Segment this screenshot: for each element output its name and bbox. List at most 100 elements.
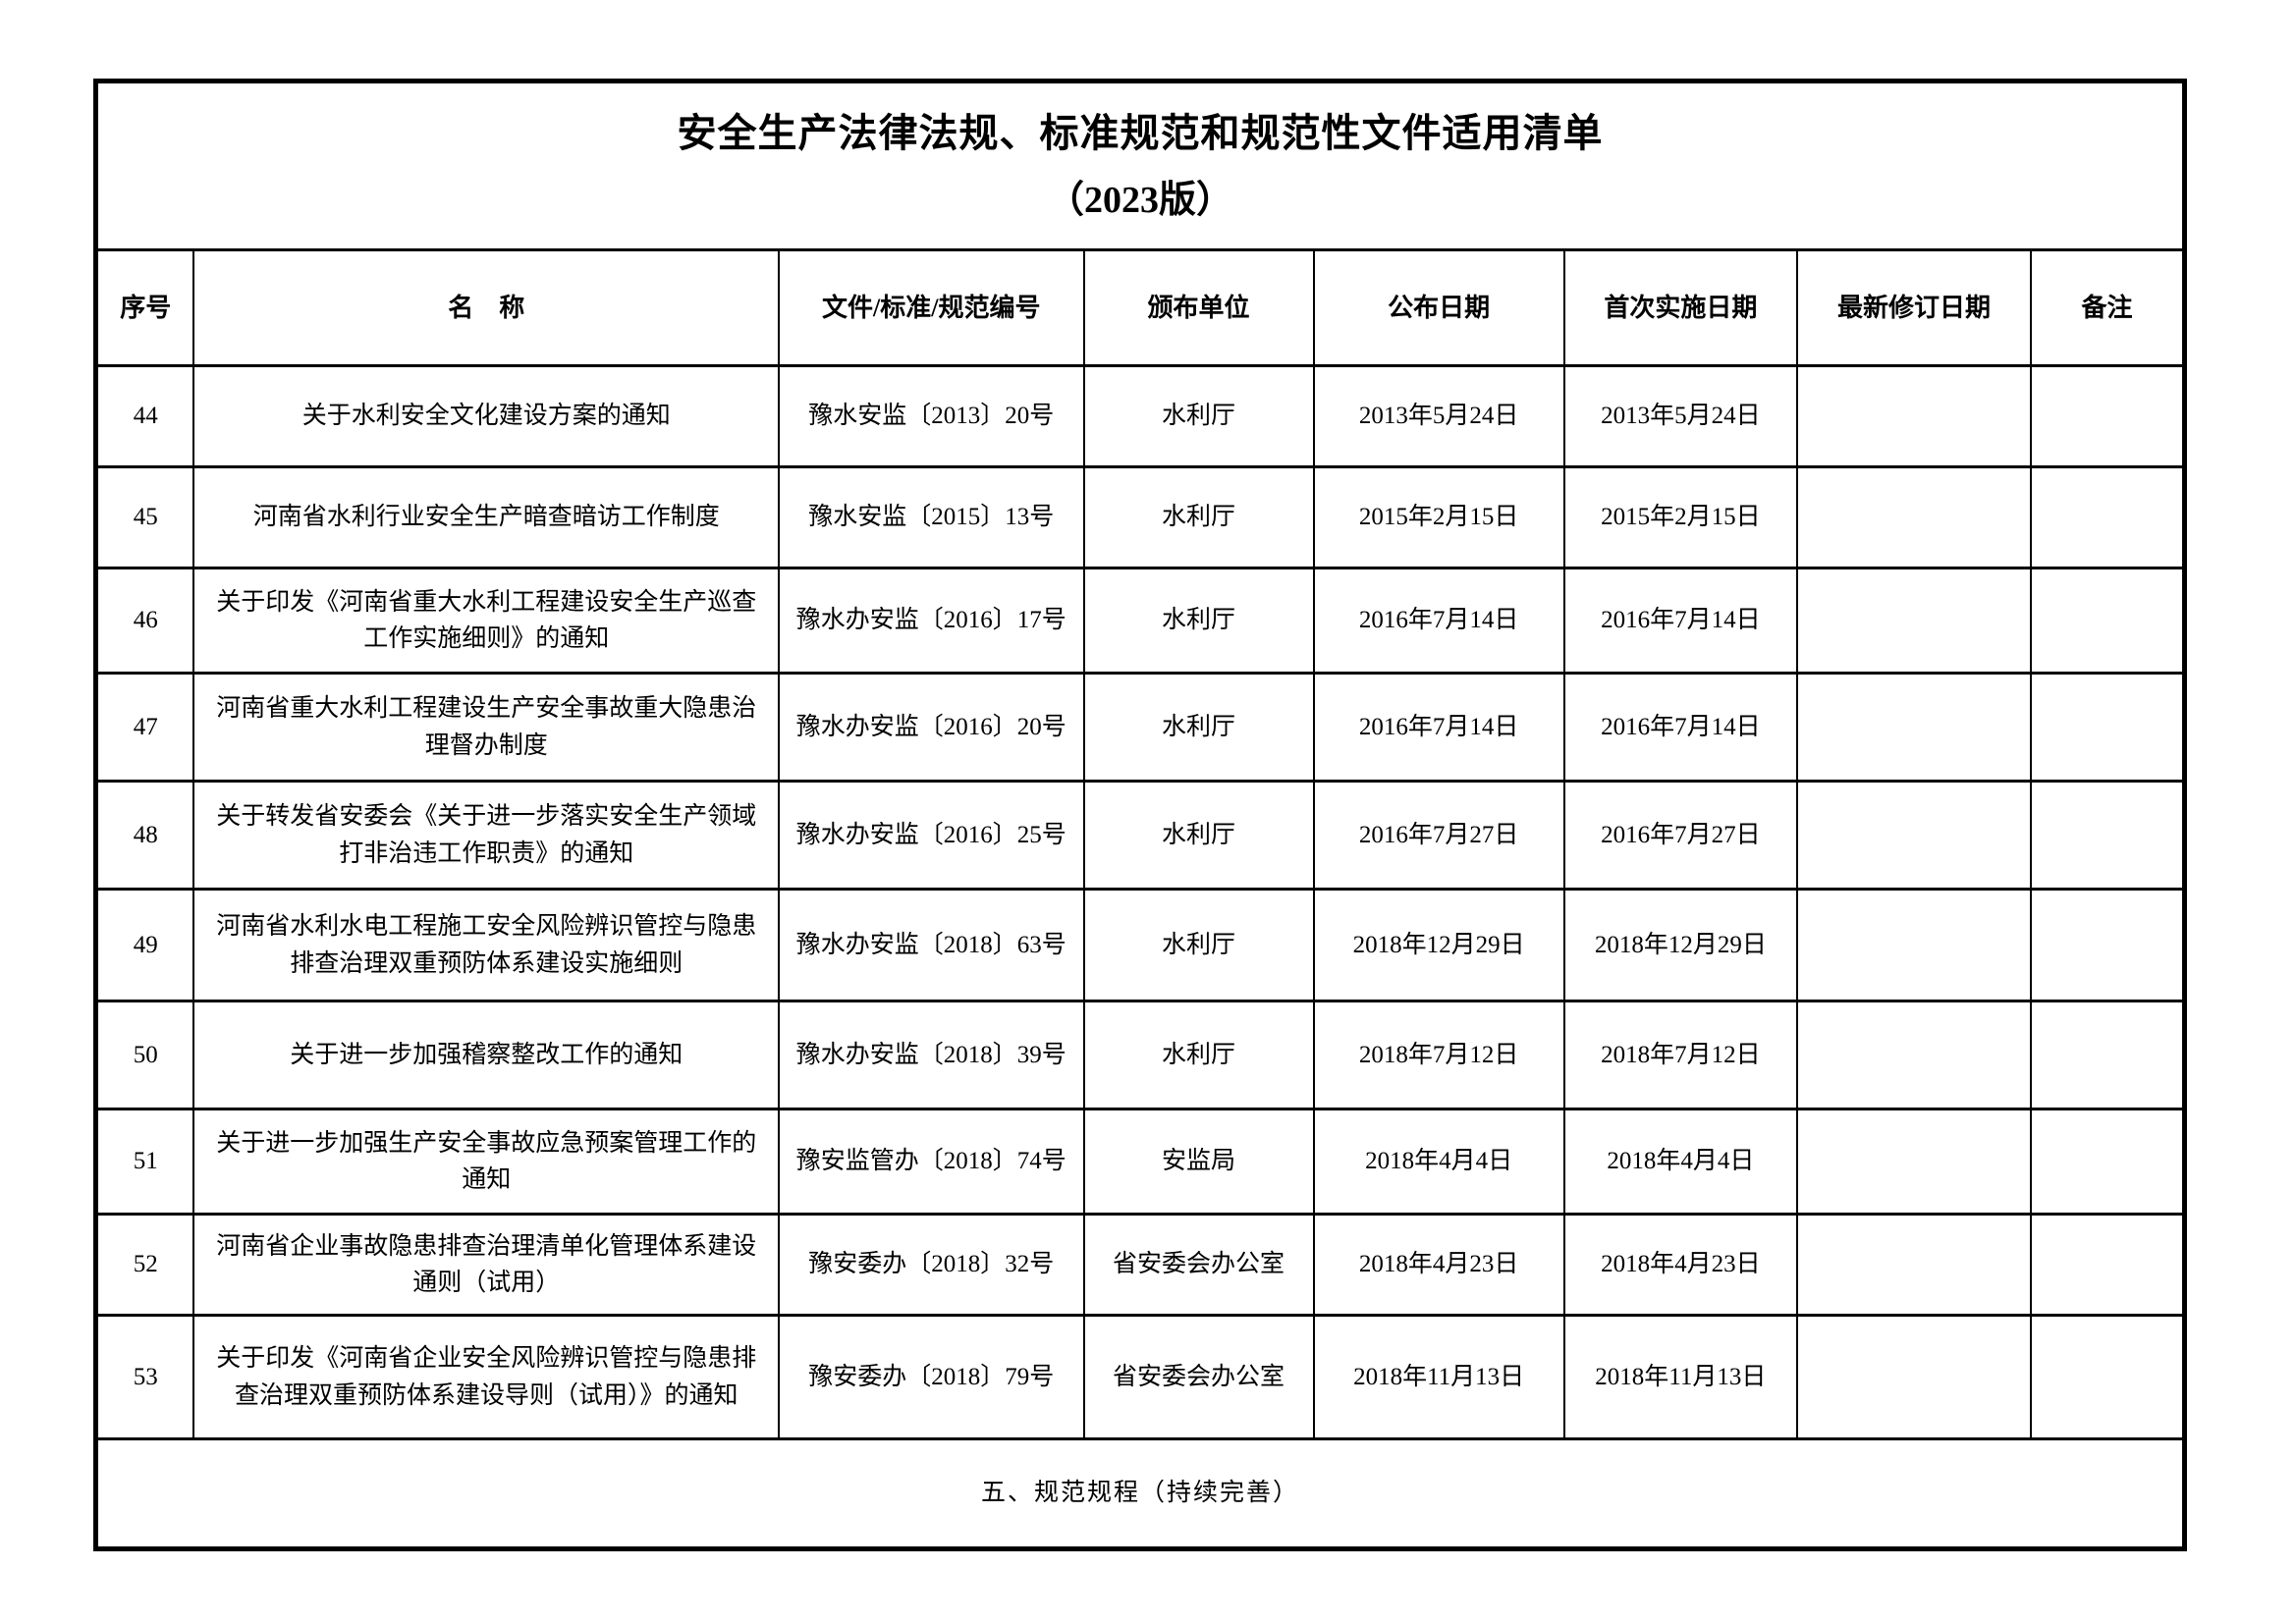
cell-latest-revision-date: [1795, 465, 2033, 569]
cell-issuer: 水利厅: [1082, 672, 1315, 783]
cell-doc-no: 豫安委办〔2018〕32号: [778, 1213, 1085, 1317]
cell-doc-no: 豫水办安监〔2016〕17号: [778, 567, 1085, 675]
cell-no: 46: [94, 567, 195, 675]
cell-issuer: 水利厅: [1082, 364, 1315, 468]
cell-publish-date: 2018年12月29日: [1312, 888, 1565, 1002]
cell-first-impl-date: 2018年4月4日: [1562, 1108, 1798, 1216]
cell-doc-no: 豫水安监〔2015〕13号: [778, 465, 1085, 569]
col-header-issuer: 颁布单位: [1082, 248, 1315, 367]
cell-doc-no: 豫水办安监〔2018〕63号: [778, 888, 1085, 1002]
table-row: 52 河南省企业事故隐患排查治理清单化管理体系建设通则（试用） 豫安委办〔201…: [94, 1213, 2186, 1317]
cell-latest-revision-date: [1795, 1000, 2033, 1110]
cell-publish-date: 2018年4月23日: [1312, 1213, 1565, 1317]
cell-first-impl-date: 2016年7月14日: [1562, 567, 1798, 675]
cell-no: 48: [94, 780, 195, 891]
table-row: 48 关于转发省安委会《关于进一步落实安全生产领域打非治违工作职责》的通知 豫水…: [94, 780, 2186, 891]
cell-latest-revision-date: [1795, 672, 2033, 783]
cell-doc-no: 豫安委办〔2018〕79号: [778, 1314, 1085, 1440]
cell-name: 河南省企业事故隐患排查治理清单化管理体系建设通则（试用）: [192, 1213, 781, 1317]
table-row: 50 关于进一步加强稽察整改工作的通知 豫水办安监〔2018〕39号 水利厅 2…: [94, 1000, 2186, 1110]
cell-remarks: [2030, 1213, 2186, 1317]
cell-remarks: [2030, 1000, 2186, 1110]
col-header-first-impl-date: 首次实施日期: [1562, 248, 1798, 367]
cell-no: 45: [94, 465, 195, 569]
cell-doc-no: 豫水安监〔2013〕20号: [778, 364, 1085, 468]
cell-no: 44: [94, 364, 195, 468]
cell-remarks: [2030, 567, 2186, 675]
cell-latest-revision-date: [1795, 1213, 2033, 1317]
cell-first-impl-date: 2013年5月24日: [1562, 364, 1798, 468]
cell-first-impl-date: 2018年11月13日: [1562, 1314, 1798, 1440]
cell-name: 关于印发《河南省企业安全风险辨识管控与隐患排查治理双重预防体系建设导则（试用）》…: [192, 1314, 781, 1440]
cell-no: 50: [94, 1000, 195, 1110]
cell-latest-revision-date: [1795, 364, 2033, 468]
cell-name: 关于转发省安委会《关于进一步落实安全生产领域打非治违工作职责》的通知: [192, 780, 781, 891]
cell-remarks: [2030, 1314, 2186, 1440]
cell-remarks: [2030, 364, 2186, 468]
col-header-doc-no: 文件/标准/规范编号: [778, 248, 1085, 367]
cell-no: 52: [94, 1213, 195, 1317]
cell-issuer: 水利厅: [1082, 567, 1315, 675]
cell-name: 关于水利安全文化建设方案的通知: [192, 364, 781, 468]
document-title: 安全生产法律法规、标准规范和规范性文件适用清单: [677, 110, 1604, 155]
cell-publish-date: 2016年7月27日: [1312, 780, 1565, 891]
cell-doc-no: 豫安监管办〔2018〕74号: [778, 1108, 1085, 1216]
cell-publish-date: 2016年7月14日: [1312, 567, 1565, 675]
table-row: 47 河南省重大水利工程建设生产安全事故重大隐患治理督办制度 豫水办安监〔201…: [94, 672, 2186, 783]
cell-no: 51: [94, 1108, 195, 1216]
title-row: 安全生产法律法规、标准规范和规范性文件适用清单 （2023版）: [94, 80, 2186, 251]
cell-issuer: 水利厅: [1082, 888, 1315, 1002]
cell-issuer: 省安委会办公室: [1082, 1213, 1315, 1317]
cell-publish-date: 2013年5月24日: [1312, 364, 1565, 468]
table-row: 49 河南省水利水电工程施工安全风险辨识管控与隐患排查治理双重预防体系建设实施细…: [94, 888, 2186, 1002]
table-row: 51 关于进一步加强生产安全事故应急预案管理工作的通知 豫安监管办〔2018〕7…: [94, 1108, 2186, 1216]
cell-issuer: 水利厅: [1082, 1000, 1315, 1110]
cell-latest-revision-date: [1795, 567, 2033, 675]
section-title: 五、规范规程（持续完善）: [94, 1437, 2186, 1550]
col-header-remarks: 备注: [2030, 248, 2186, 367]
header-row: 序号 名 称 文件/标准/规范编号 颁布单位 公布日期 首次实施日期 最新修订日…: [94, 248, 2186, 367]
table-row: 44 关于水利安全文化建设方案的通知 豫水安监〔2013〕20号 水利厅 201…: [94, 364, 2186, 468]
cell-latest-revision-date: [1795, 780, 2033, 891]
cell-doc-no: 豫水办安监〔2018〕39号: [778, 1000, 1085, 1110]
cell-first-impl-date: 2018年4月23日: [1562, 1213, 1798, 1317]
cell-remarks: [2030, 780, 2186, 891]
col-header-name: 名 称: [192, 248, 781, 367]
cell-publish-date: 2015年2月15日: [1312, 465, 1565, 569]
cell-no: 49: [94, 888, 195, 1002]
cell-issuer: 水利厅: [1082, 465, 1315, 569]
title-cell: 安全生产法律法规、标准规范和规范性文件适用清单 （2023版）: [94, 80, 2186, 251]
cell-doc-no: 豫水办安监〔2016〕20号: [778, 672, 1085, 783]
section-footer-row: 五、规范规程（持续完善）: [94, 1437, 2186, 1550]
table-row: 53 关于印发《河南省企业安全风险辨识管控与隐患排查治理双重预防体系建设导则（试…: [94, 1314, 2186, 1440]
cell-remarks: [2030, 1108, 2186, 1216]
cell-first-impl-date: 2018年12月29日: [1562, 888, 1798, 1002]
cell-first-impl-date: 2016年7月27日: [1562, 780, 1798, 891]
cell-issuer: 安监局: [1082, 1108, 1315, 1216]
cell-latest-revision-date: [1795, 888, 2033, 1002]
col-header-no: 序号: [94, 248, 195, 367]
cell-name: 关于进一步加强生产安全事故应急预案管理工作的通知: [192, 1108, 781, 1216]
cell-first-impl-date: 2015年2月15日: [1562, 465, 1798, 569]
cell-publish-date: 2018年7月12日: [1312, 1000, 1565, 1110]
cell-latest-revision-date: [1795, 1314, 2033, 1440]
cell-remarks: [2030, 888, 2186, 1002]
cell-name: 河南省水利行业安全生产暗查暗访工作制度: [192, 465, 781, 569]
col-header-publish-date: 公布日期: [1312, 248, 1565, 367]
cell-no: 47: [94, 672, 195, 783]
regulations-table: 安全生产法律法规、标准规范和规范性文件适用清单 （2023版） 序号 名 称 文…: [93, 79, 2187, 1551]
cell-latest-revision-date: [1795, 1108, 2033, 1216]
cell-first-impl-date: 2018年7月12日: [1562, 1000, 1798, 1110]
table-row: 46 关于印发《河南省重大水利工程建设安全生产巡查工作实施细则》的通知 豫水办安…: [94, 567, 2186, 675]
cell-publish-date: 2018年11月13日: [1312, 1314, 1565, 1440]
cell-no: 53: [94, 1314, 195, 1440]
cell-remarks: [2030, 465, 2186, 569]
document-subtitle: （2023版）: [1046, 179, 1233, 221]
cell-first-impl-date: 2016年7月14日: [1562, 672, 1798, 783]
table-row: 45 河南省水利行业安全生产暗查暗访工作制度 豫水安监〔2015〕13号 水利厅…: [94, 465, 2186, 569]
cell-issuer: 水利厅: [1082, 780, 1315, 891]
cell-publish-date: 2018年4月4日: [1312, 1108, 1565, 1216]
cell-name: 关于印发《河南省重大水利工程建设安全生产巡查工作实施细则》的通知: [192, 567, 781, 675]
cell-name: 关于进一步加强稽察整改工作的通知: [192, 1000, 781, 1110]
cell-name: 河南省水利水电工程施工安全风险辨识管控与隐患排查治理双重预防体系建设实施细则: [192, 888, 781, 1002]
